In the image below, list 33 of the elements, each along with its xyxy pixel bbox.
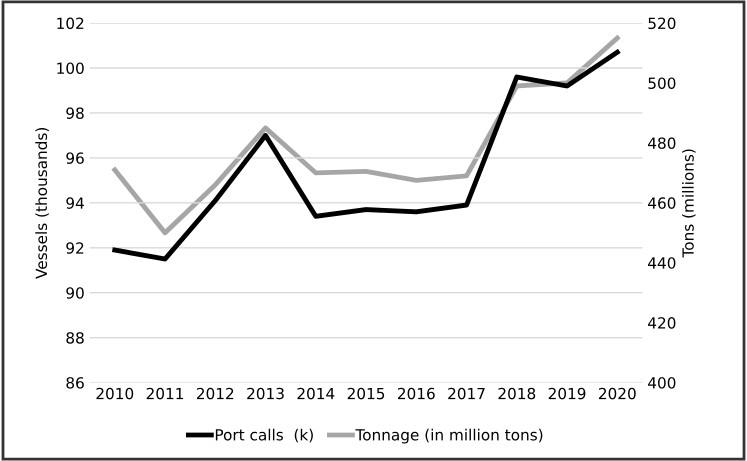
y-tick-label: 92 bbox=[66, 242, 84, 254]
y2-axis-title: Tons (millions) bbox=[682, 149, 696, 258]
x-tick-label: 2011 bbox=[146, 388, 184, 400]
x-tick-label: 2017 bbox=[448, 388, 485, 400]
x-tick-label: 2012 bbox=[196, 388, 234, 400]
y-tick-label: 86 bbox=[66, 377, 84, 389]
y-tick-label: 90 bbox=[66, 287, 84, 299]
x-tick-label: 2020 bbox=[598, 388, 636, 400]
y2-tick-label: 480 bbox=[648, 137, 676, 149]
x-tick-label: 2016 bbox=[398, 388, 435, 400]
y2-tick-label: 500 bbox=[648, 77, 676, 89]
line-series bbox=[112, 36, 620, 236]
y2-tick-label: 400 bbox=[648, 377, 676, 389]
y-axis-title: Vessels (thousands) bbox=[35, 128, 49, 279]
x-tick-label: 2019 bbox=[548, 388, 586, 400]
y-tick-label: 96 bbox=[66, 152, 84, 164]
x-tick-label: 2013 bbox=[247, 388, 284, 400]
x-tick-label: 2018 bbox=[498, 388, 536, 400]
x-tick-label: 2015 bbox=[348, 388, 384, 400]
line-series bbox=[112, 50, 620, 262]
legend-label: Port calls (k) bbox=[216, 428, 313, 442]
x-tick-label: 2014 bbox=[297, 388, 334, 400]
y2-tick-label: 420 bbox=[648, 317, 676, 329]
x-tick-label: 2010 bbox=[96, 388, 134, 400]
y-tick-label: 94 bbox=[66, 197, 84, 209]
y-tick-label: 98 bbox=[66, 107, 84, 119]
y-tick-label: 100 bbox=[57, 62, 84, 74]
y2-tick-label: 520 bbox=[648, 18, 676, 30]
legend-label: Tonnage (in million tons) bbox=[355, 428, 542, 444]
y2-tick-label: 460 bbox=[648, 197, 676, 209]
y-tick-label: 102 bbox=[57, 18, 84, 30]
y-tick-label: 88 bbox=[66, 332, 84, 344]
y2-tick-label: 440 bbox=[648, 257, 676, 269]
